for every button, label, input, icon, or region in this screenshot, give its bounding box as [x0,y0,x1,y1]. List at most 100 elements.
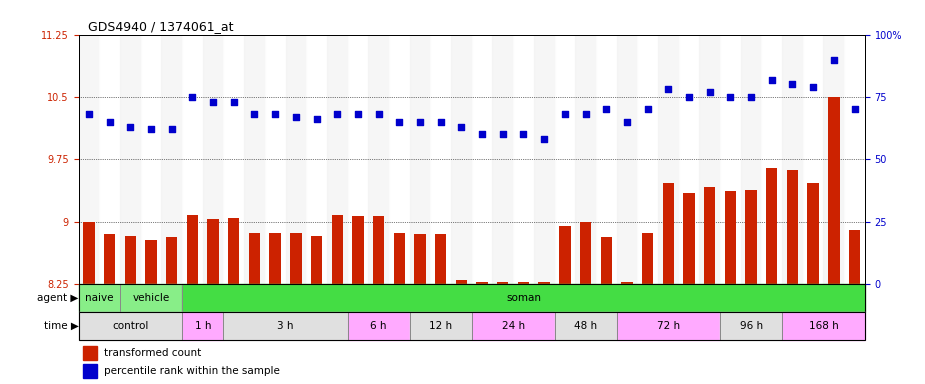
Bar [389,35,410,284]
Bar [79,284,120,312]
Bar [286,35,306,284]
Text: soman: soman [506,293,541,303]
Bar [662,183,674,284]
Bar [104,234,116,284]
Text: vehicle: vehicle [132,293,169,303]
Point [536,136,551,142]
Point [558,111,573,118]
Bar [306,35,327,284]
Bar [803,35,823,284]
Bar [182,35,203,284]
Point [143,126,158,132]
Bar [492,35,513,284]
Bar [783,35,803,284]
Bar [699,35,720,284]
Point [309,116,324,122]
Bar [120,35,141,284]
Point [268,111,283,118]
Bar [82,364,97,378]
Bar [435,234,447,284]
Bar [120,284,182,312]
Text: 1 h: 1 h [194,321,211,331]
Text: GDS4940 / 1374061_at: GDS4940 / 1374061_at [88,20,233,33]
Bar [746,190,757,284]
Bar [82,346,97,361]
Bar [161,35,182,284]
Bar [182,312,224,340]
Bar [166,237,178,284]
Point [165,126,179,132]
Bar [472,312,554,340]
Bar [534,35,554,284]
Bar [331,215,343,284]
Bar [224,35,244,284]
Bar [410,312,472,340]
Bar [182,284,865,312]
Bar [617,312,720,340]
Bar [269,233,281,284]
Point [227,99,241,105]
Bar [79,35,99,284]
Point [682,94,697,100]
Bar [327,35,348,284]
Bar [622,282,633,284]
Point [785,81,800,88]
Text: naive: naive [85,293,114,303]
Text: transformed count: transformed count [104,348,201,358]
Point [578,111,593,118]
Bar [849,230,860,284]
Bar [720,312,783,340]
Bar [290,233,302,284]
Bar [497,282,509,284]
Bar [348,312,410,340]
Bar [560,226,571,284]
Point [371,111,386,118]
Bar [554,312,617,340]
Text: 12 h: 12 h [429,321,452,331]
Bar [410,312,472,340]
Bar [766,168,777,284]
Point [764,76,779,83]
Point [702,89,717,95]
Text: 24 h: 24 h [501,321,524,331]
Text: 48 h: 48 h [574,321,598,331]
Bar [518,282,529,284]
Bar [145,240,156,284]
Bar [79,284,120,312]
Bar [476,282,487,284]
Bar [125,236,136,284]
Bar [182,312,224,340]
Bar [538,282,549,284]
Bar [658,35,679,284]
Bar [684,193,695,284]
Point [351,111,365,118]
Bar [182,284,865,312]
Point [247,111,262,118]
Bar [368,35,389,284]
Bar [600,237,612,284]
Point [392,119,407,125]
Text: 168 h: 168 h [808,321,838,331]
Point [185,94,200,100]
Bar [472,312,554,340]
Point [103,119,117,125]
Bar [348,312,410,340]
Point [123,124,138,130]
Bar [741,35,761,284]
Bar [79,312,182,340]
Bar [642,233,653,284]
Bar [224,312,348,340]
Bar [451,35,472,284]
Text: 72 h: 72 h [657,321,680,331]
Point [640,106,655,113]
Bar [83,222,94,284]
Point [433,119,448,125]
Bar [352,216,364,284]
Bar [456,280,467,284]
Point [475,131,489,137]
Bar [554,35,575,284]
Bar [394,233,405,284]
Bar [311,236,322,284]
Bar [787,170,798,284]
Bar [187,215,198,284]
